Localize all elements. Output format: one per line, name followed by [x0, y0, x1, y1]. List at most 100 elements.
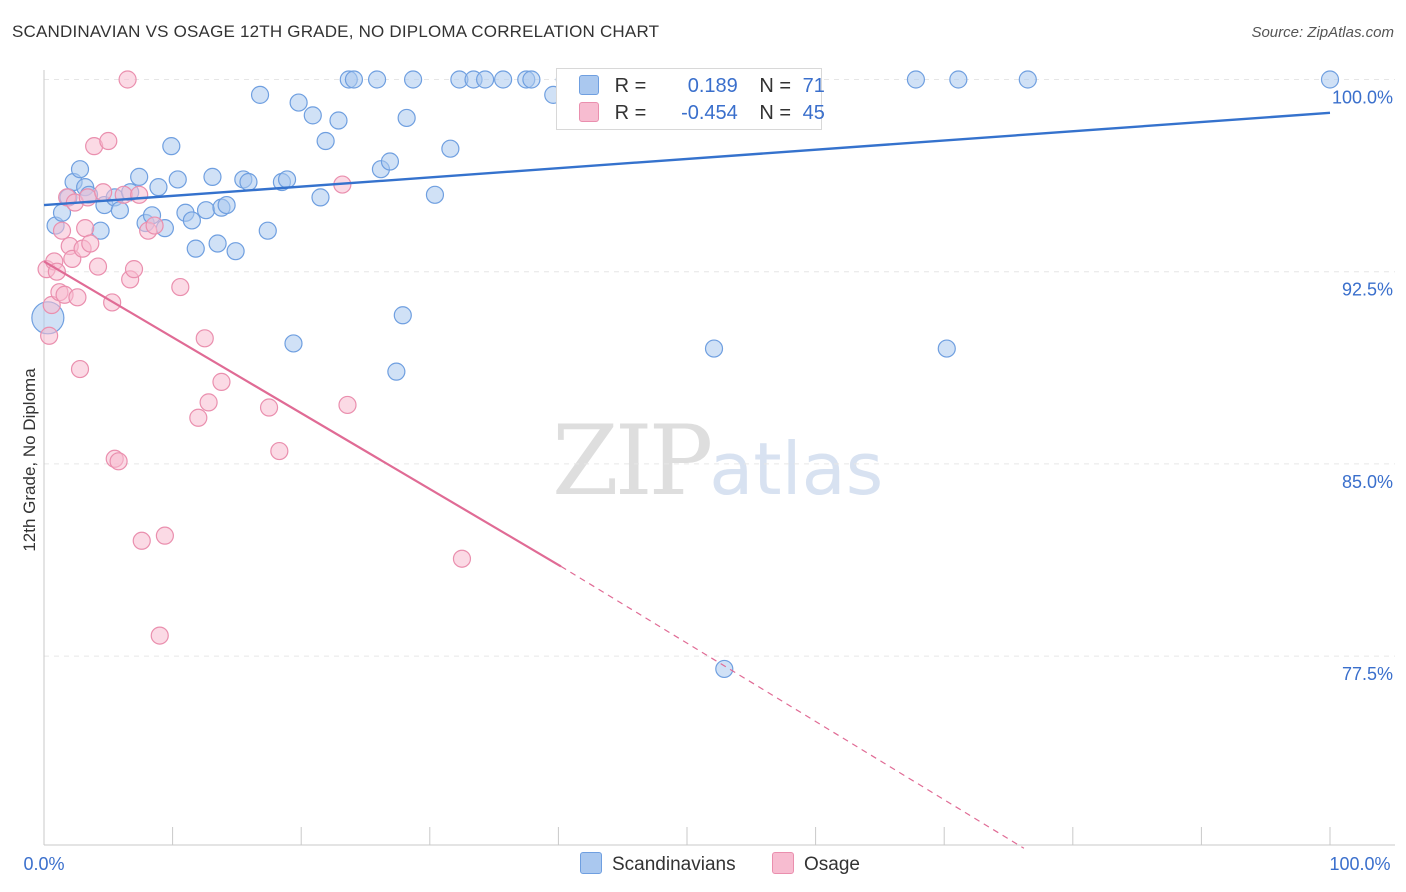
osage-point [150, 626, 169, 645]
scandinavian-point [217, 195, 236, 215]
scandinavian-point [311, 188, 330, 207]
r-label: R = [614, 102, 647, 124]
scandinavian-point [367, 70, 387, 89]
scandinavian-point [397, 108, 416, 128]
x-tick-label: 0.0% [23, 854, 64, 874]
scandinavian-point [277, 170, 297, 189]
osage-point [270, 441, 289, 461]
x-tick-label: 100.0% [1329, 854, 1390, 874]
osage-point [109, 452, 128, 471]
scandinavian-point [704, 339, 724, 358]
scandinavian-point [182, 211, 201, 230]
osage-point [452, 549, 472, 568]
legend-row-scandinavians: R = 0.189 N = 71 [579, 73, 825, 99]
osage-point [338, 395, 357, 415]
y-tick-label: 77.5% [1342, 664, 1393, 684]
osage-point [130, 185, 149, 204]
n-label: N = [759, 75, 792, 97]
series-legend: Scandinavians Osage [0, 852, 1406, 878]
osage-point [124, 260, 144, 279]
osage-point [68, 288, 87, 307]
scandinavian-point [715, 659, 734, 679]
osage-point [99, 131, 118, 151]
pink-swatch-icon [579, 102, 599, 122]
scandinavian-point [258, 221, 277, 240]
osage-trendline [43, 260, 562, 568]
osage-point [81, 234, 100, 253]
scandinavian-point [403, 70, 423, 89]
n-value: 71 [802, 75, 825, 97]
chart-title: SCANDINAVIAN VS OSAGE 12TH GRADE, NO DIP… [12, 22, 660, 41]
osage-point [40, 326, 59, 345]
scandinavian-point [70, 160, 90, 179]
osage-point [199, 393, 218, 412]
scandinavian-point [203, 167, 222, 186]
osage-point [132, 531, 151, 550]
scandinavian-point [475, 70, 495, 89]
watermark: ZIPatlas [552, 405, 883, 517]
osage-point [76, 219, 95, 238]
osage-point [259, 398, 279, 417]
scandinavian-point [937, 339, 956, 358]
osage-point [88, 257, 108, 276]
osage-point [145, 216, 164, 235]
osage-point [70, 359, 90, 379]
scandinavian-point [289, 93, 308, 112]
scandinavian-point [316, 131, 335, 151]
scandinavian-point [425, 185, 445, 204]
scandinavian-point [162, 137, 181, 156]
correlation-legend: R = 0.189 N = 71 R = -0.454 N = 45 [556, 68, 825, 130]
scandinavian-point [949, 70, 968, 89]
pink-swatch-icon [772, 852, 794, 874]
y-tick-label: 85.0% [1342, 472, 1393, 492]
scandinavian-point [329, 111, 348, 130]
scandinavian-point [522, 70, 541, 89]
osage-point [52, 221, 72, 240]
y-tick-label: 92.5% [1342, 280, 1393, 300]
scandinavian-point [250, 85, 270, 104]
scandinavian-point [906, 70, 926, 89]
scandinavian-point [344, 70, 364, 89]
scandinavian-point [494, 70, 513, 89]
osage-point [94, 183, 113, 202]
y-tick-label: 100.0% [1332, 88, 1393, 108]
osage-point [189, 408, 208, 427]
scandinavian-point [110, 201, 129, 220]
scandinavian-point [387, 362, 406, 381]
scandinavian-point [380, 152, 400, 171]
r-value: 0.189 [687, 75, 738, 97]
r-label: R = [614, 75, 647, 97]
scandinavian-point [168, 170, 187, 189]
legend-row-osage: R = -0.454 N = 45 [579, 100, 825, 126]
osage-trendline-extension [560, 565, 1025, 849]
scandinavian-point [130, 167, 149, 186]
osage-point [212, 372, 231, 391]
legend-label: Osage [804, 854, 860, 875]
osage-point [195, 329, 214, 348]
scandinavian-point [186, 239, 205, 258]
watermark-atlas: atlas [709, 427, 884, 511]
scandinavian-point [149, 178, 168, 197]
r-value: -0.454 [681, 102, 738, 124]
scandinavian-trendline [43, 111, 1331, 207]
scandinavian-point [239, 172, 258, 192]
legend-label: Scandinavians [612, 854, 736, 875]
osage-point [171, 277, 190, 297]
blue-swatch-icon [580, 852, 602, 874]
source-note: Source: ZipAtlas.com [1251, 24, 1394, 41]
scandinavian-point [226, 242, 245, 261]
scandinavian-point [196, 201, 216, 220]
osage-point [118, 70, 137, 89]
legend-item-osage[interactable]: Osage [772, 852, 860, 878]
legend-item-scandinavians[interactable]: Scandinavians [580, 852, 736, 878]
scandinavian-point [1018, 70, 1037, 89]
scandinavian-point [1320, 70, 1340, 89]
watermark-zip: ZIP [552, 405, 713, 517]
n-value: 45 [802, 102, 825, 124]
scandinavian-point [441, 139, 460, 158]
scandinavian-point [303, 106, 322, 125]
osage-point [155, 526, 174, 545]
n-label: N = [759, 102, 792, 124]
blue-swatch-icon [579, 75, 599, 95]
